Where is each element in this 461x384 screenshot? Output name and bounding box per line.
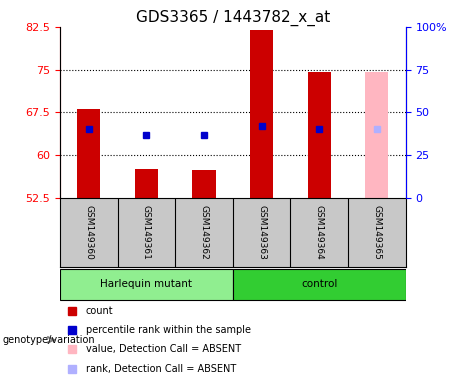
Text: GSM149365: GSM149365 bbox=[372, 205, 381, 260]
Bar bbox=[365, 73, 388, 198]
Bar bbox=[77, 109, 100, 198]
Text: value, Detection Call = ABSENT: value, Detection Call = ABSENT bbox=[86, 344, 241, 354]
Text: GSM149363: GSM149363 bbox=[257, 205, 266, 260]
Bar bbox=[233, 269, 406, 300]
Text: genotype/variation: genotype/variation bbox=[2, 335, 95, 345]
Text: GSM149361: GSM149361 bbox=[142, 205, 151, 260]
Text: GSM149360: GSM149360 bbox=[84, 205, 93, 260]
Bar bbox=[308, 73, 331, 198]
Text: GSM149362: GSM149362 bbox=[200, 205, 208, 260]
Bar bbox=[135, 169, 158, 198]
Title: GDS3365 / 1443782_x_at: GDS3365 / 1443782_x_at bbox=[136, 9, 330, 25]
Text: percentile rank within the sample: percentile rank within the sample bbox=[86, 325, 251, 335]
Text: count: count bbox=[86, 306, 113, 316]
Text: control: control bbox=[301, 279, 337, 289]
Text: rank, Detection Call = ABSENT: rank, Detection Call = ABSENT bbox=[86, 364, 236, 374]
Bar bbox=[250, 30, 273, 198]
Bar bbox=[193, 170, 216, 198]
Text: Harlequin mutant: Harlequin mutant bbox=[100, 279, 192, 289]
Bar bbox=[60, 269, 233, 300]
Text: GSM149364: GSM149364 bbox=[315, 205, 324, 260]
